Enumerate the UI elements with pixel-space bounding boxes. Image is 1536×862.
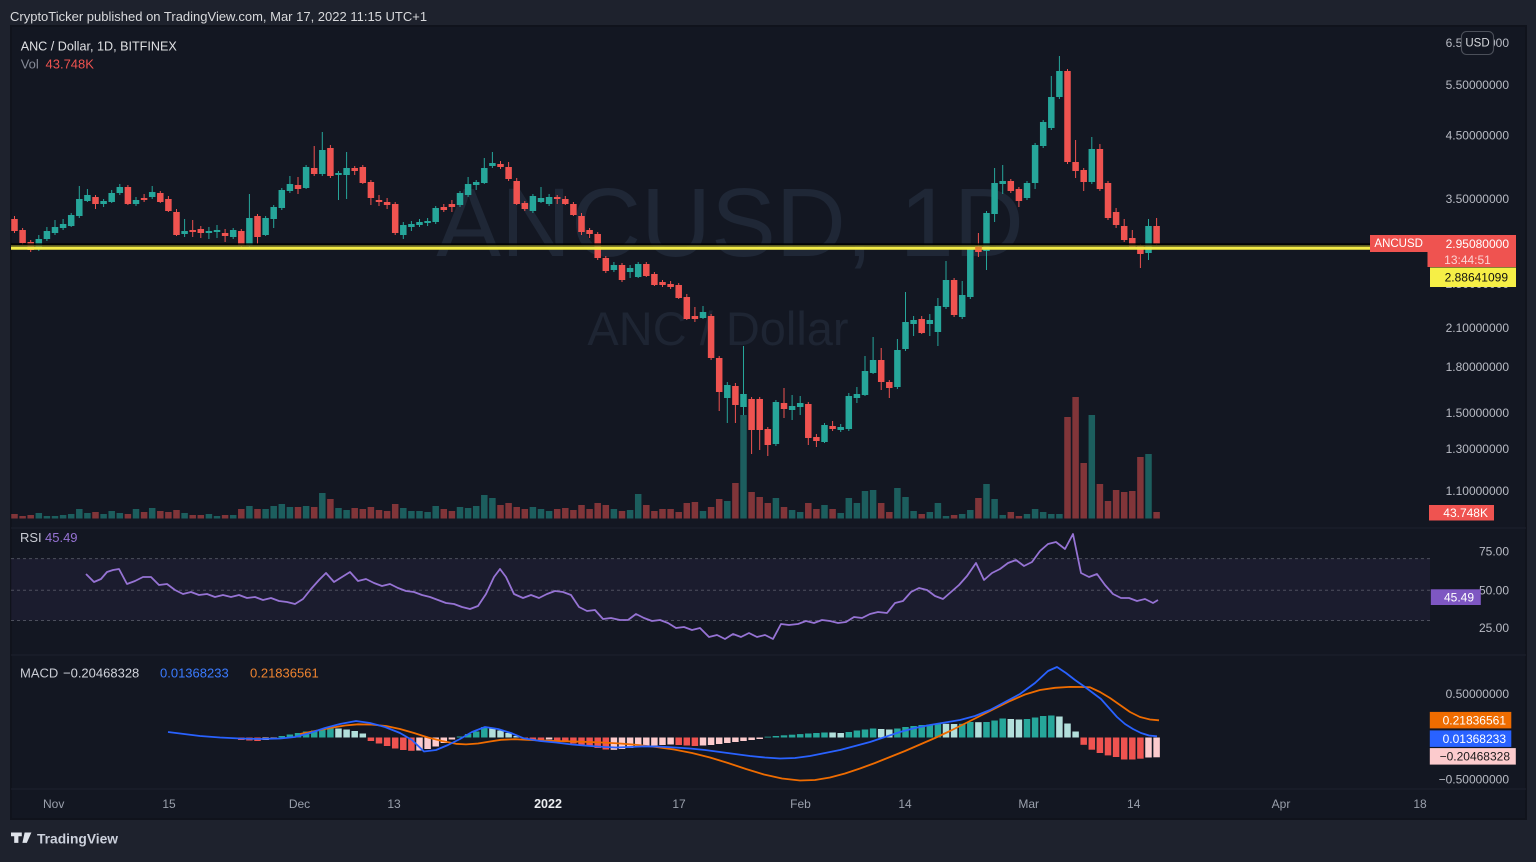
svg-text:13:44:51: 13:44:51 <box>1444 253 1491 267</box>
svg-text:CryptoTicker published on Trad: CryptoTicker published on TradingView.co… <box>10 9 427 24</box>
svg-text:USD: USD <box>1465 38 1489 50</box>
svg-text:−0.20468328: −0.20468328 <box>1440 750 1511 764</box>
svg-text:RSI: RSI <box>20 530 42 545</box>
svg-text:MACD: MACD <box>20 666 58 681</box>
svg-text:25.00: 25.00 <box>1479 621 1509 635</box>
svg-text:Feb: Feb <box>790 797 811 811</box>
svg-text:0.50000000: 0.50000000 <box>1446 687 1510 701</box>
svg-text:ANCUSD: ANCUSD <box>1374 238 1423 250</box>
svg-text:−0.50000000: −0.50000000 <box>1439 773 1510 787</box>
svg-text:TradingView: TradingView <box>37 831 118 846</box>
svg-text:4.50000000: 4.50000000 <box>1446 129 1510 143</box>
svg-text:Vol: Vol <box>21 56 39 71</box>
svg-text:5.50000000: 5.50000000 <box>1446 78 1510 92</box>
svg-text:1.80000000: 1.80000000 <box>1446 360 1510 374</box>
svg-text:2.10000000: 2.10000000 <box>1446 321 1510 335</box>
svg-text:75.00: 75.00 <box>1479 545 1509 559</box>
svg-text:18: 18 <box>1413 797 1427 811</box>
svg-text:−0.20468328: −0.20468328 <box>63 666 139 681</box>
svg-text:ANC / Dollar, 1D, BITFINEX: ANC / Dollar, 1D, BITFINEX <box>21 40 178 54</box>
svg-text:0.01368233: 0.01368233 <box>1443 732 1507 746</box>
svg-text:43.748K: 43.748K <box>1443 506 1488 520</box>
svg-text:3.50000000: 3.50000000 <box>1446 192 1510 206</box>
svg-text:ANC / Dollar: ANC / Dollar <box>587 302 848 355</box>
svg-text:Dec: Dec <box>289 797 310 811</box>
svg-text:50.00: 50.00 <box>1479 583 1509 597</box>
svg-text:Nov: Nov <box>43 797 64 811</box>
svg-text:Apr: Apr <box>1272 797 1291 811</box>
svg-text:2022: 2022 <box>534 797 562 811</box>
svg-text:15: 15 <box>162 797 176 811</box>
svg-text:1.10000000: 1.10000000 <box>1446 484 1510 498</box>
svg-text:ANCUSD, 1D: ANCUSD, 1D <box>436 168 1024 277</box>
svg-text:1.30000000: 1.30000000 <box>1446 442 1510 456</box>
svg-text:45.49: 45.49 <box>1444 590 1474 604</box>
svg-text:43.748K: 43.748K <box>46 56 95 71</box>
svg-text:2.95080000: 2.95080000 <box>1446 237 1510 251</box>
svg-text:2.88641099: 2.88641099 <box>1445 271 1509 285</box>
svg-text:14: 14 <box>898 797 912 811</box>
svg-text:0.21836561: 0.21836561 <box>1443 713 1507 727</box>
svg-text:17: 17 <box>672 797 686 811</box>
svg-text:1.50000000: 1.50000000 <box>1446 406 1510 420</box>
svg-text:Mar: Mar <box>1018 797 1039 811</box>
svg-text:0.21836561: 0.21836561 <box>250 666 319 681</box>
svg-text:45.49: 45.49 <box>45 530 78 545</box>
svg-text:0.01368233: 0.01368233 <box>160 666 229 681</box>
svg-text:14: 14 <box>1127 797 1141 811</box>
svg-text:13: 13 <box>387 797 401 811</box>
